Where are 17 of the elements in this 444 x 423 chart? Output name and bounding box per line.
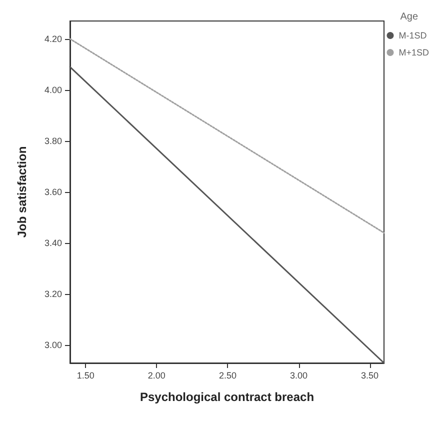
y-tick-label: 4.00 [44, 84, 62, 95]
y-tick-label: 4.20 [44, 34, 62, 44]
y-tick-label: 3.00 [44, 340, 62, 350]
x-axis-title: Psychological contract breach [140, 390, 314, 404]
x-tick-label: 1.50 [76, 370, 94, 380]
x-tick-label: 3.00 [290, 370, 308, 380]
x-tick-label: 2.00 [148, 370, 166, 380]
x-tick-label: 3.50 [361, 370, 379, 380]
legend-label: M+1SD [398, 48, 430, 58]
y-tick-label: 3.60 [44, 187, 62, 197]
y-tick-label: 3.20 [44, 289, 62, 300]
y-tick-label: 3.40 [44, 238, 62, 248]
legend-title: Age [400, 12, 418, 22]
y-axis-title: Job satisfaction [15, 146, 29, 238]
legend-label: M-1SD [398, 30, 428, 40]
x-tick-label: 2.50 [218, 370, 236, 380]
y-tick-label: 3.80 [44, 136, 62, 146]
